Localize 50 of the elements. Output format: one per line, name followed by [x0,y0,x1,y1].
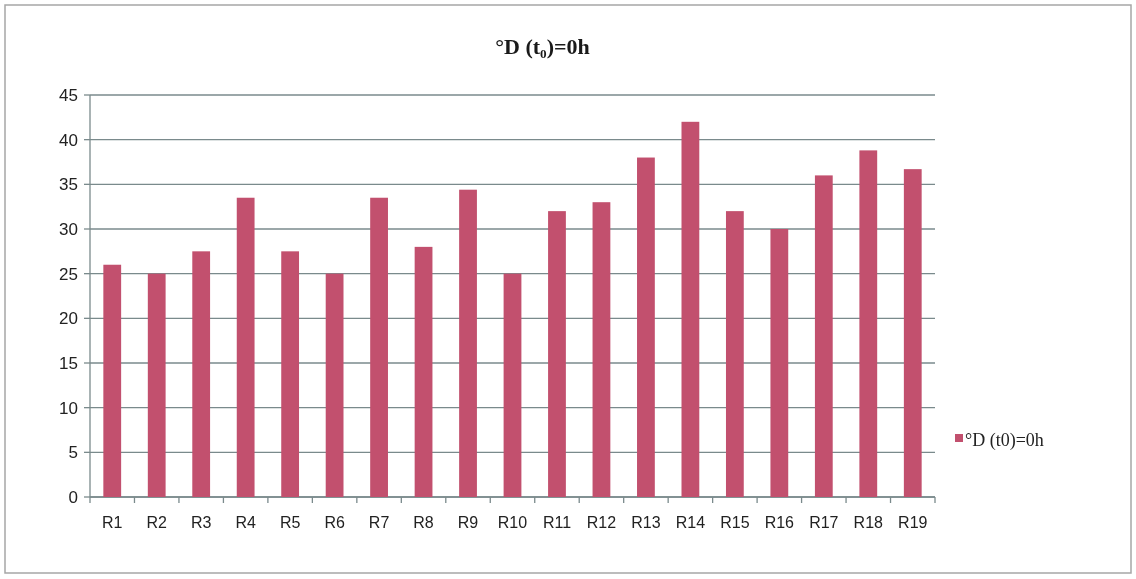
x-tick-label: R6 [324,514,345,531]
x-tick-label: R14 [675,514,706,531]
bar [725,211,744,497]
x-tick-label: R13 [631,514,661,531]
y-tick-label: 20 [59,309,78,329]
x-tick-label: R1 [102,514,123,531]
bar [459,189,477,497]
x-tick-label: R12 [586,514,617,531]
y-tick-label: 30 [59,219,78,239]
bar [503,273,522,497]
x-tick-label: R9 [457,514,479,531]
bar [192,251,211,497]
x-tick-label: R3 [190,514,212,531]
x-tick-label: R5 [279,514,301,531]
y-tick-label: 15 [59,353,78,373]
bar [370,197,388,497]
bar [548,211,566,497]
y-tick-label: 45 [59,85,78,105]
x-tick-label: R16 [764,514,795,531]
x-tick-label: R10 [497,514,528,531]
bar [236,197,255,497]
bar [592,202,611,497]
chart-title: °D (t₀)=0h [495,34,590,59]
y-tick-label: 35 [59,175,78,195]
x-tick-label: R8 [413,514,434,531]
bar [814,175,833,497]
x-tick-label: R11 [542,514,572,531]
y-tick-label: 0 [68,487,78,507]
y-tick-label: 40 [59,130,78,150]
bar [681,121,700,497]
bar [414,246,433,497]
y-tick-label: 10 [59,398,78,418]
x-tick-label: R18 [853,514,884,531]
x-tick-label: R4 [235,514,256,531]
bar [859,150,878,497]
y-tick-label: 5 [68,443,78,463]
bar [147,273,166,497]
x-tick-label: R19 [898,514,928,531]
bar [325,273,344,497]
legend-label: °D (t0)=0h [965,430,1044,452]
y-tick-label: 25 [59,264,78,284]
bar [637,157,655,497]
bar [103,264,122,497]
x-tick-label: R17 [809,514,839,531]
bar [770,229,789,497]
x-tick-label: R15 [720,514,750,531]
x-tick-label: R2 [146,514,168,531]
bar [281,251,300,497]
bar [903,169,922,497]
x-tick-label: R7 [368,514,390,531]
